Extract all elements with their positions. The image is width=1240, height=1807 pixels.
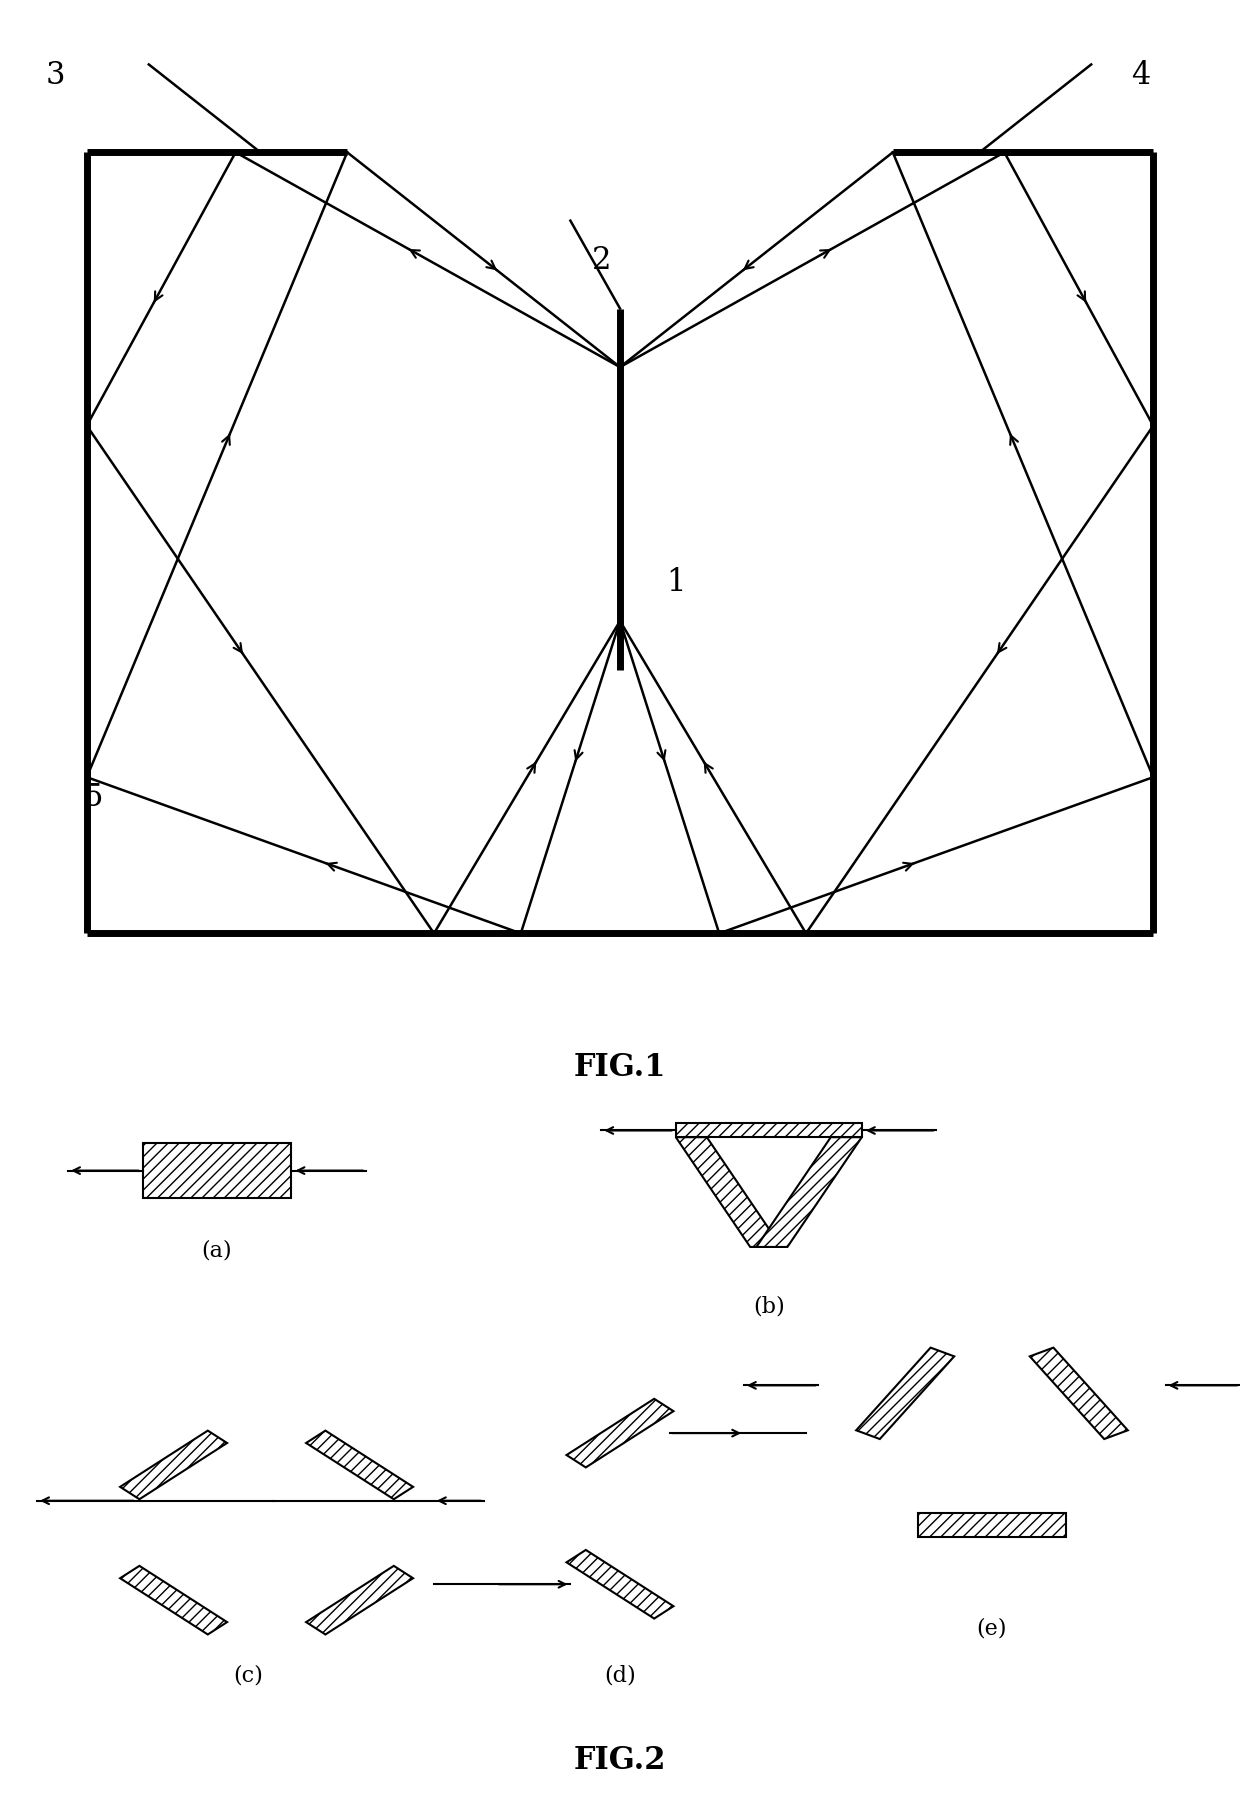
Text: 1: 1	[666, 567, 686, 598]
Text: 5: 5	[83, 782, 103, 813]
Text: (a): (a)	[202, 1238, 232, 1261]
Text: (d): (d)	[604, 1664, 636, 1686]
Polygon shape	[143, 1144, 291, 1198]
Polygon shape	[1029, 1348, 1128, 1438]
Text: FIG.2: FIG.2	[574, 1744, 666, 1774]
Polygon shape	[856, 1348, 955, 1438]
Polygon shape	[306, 1431, 413, 1500]
Text: (b): (b)	[753, 1296, 785, 1317]
Polygon shape	[756, 1138, 862, 1247]
Text: FIG.1: FIG.1	[574, 1052, 666, 1082]
Polygon shape	[567, 1399, 673, 1467]
Text: (c): (c)	[233, 1664, 263, 1686]
Text: 4: 4	[1131, 60, 1151, 90]
Polygon shape	[676, 1138, 781, 1247]
Polygon shape	[676, 1124, 862, 1138]
Polygon shape	[120, 1567, 227, 1635]
Polygon shape	[918, 1512, 1066, 1536]
Text: 2: 2	[591, 246, 611, 276]
Polygon shape	[567, 1550, 673, 1619]
Text: 3: 3	[46, 60, 66, 90]
Polygon shape	[306, 1567, 413, 1635]
Polygon shape	[120, 1431, 227, 1500]
Text: (e): (e)	[977, 1615, 1007, 1639]
